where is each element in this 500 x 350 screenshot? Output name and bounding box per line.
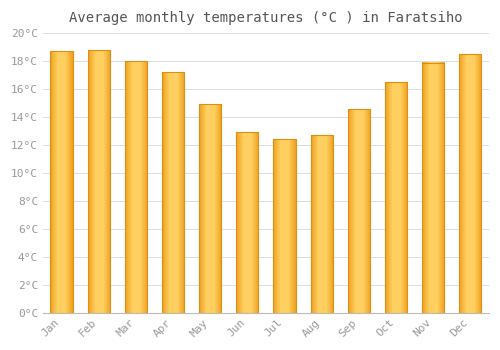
Bar [310, 135, 333, 313]
Bar [274, 139, 295, 313]
Bar [459, 54, 481, 313]
Bar [50, 51, 72, 313]
Bar [162, 72, 184, 313]
Bar [348, 108, 370, 313]
Bar [199, 104, 222, 313]
Bar [422, 63, 444, 313]
Bar [124, 61, 147, 313]
Bar [236, 132, 258, 313]
Bar [88, 50, 110, 313]
Bar [385, 82, 407, 313]
Title: Average monthly temperatures (°C ) in Faratsiho: Average monthly temperatures (°C ) in Fa… [69, 11, 462, 25]
